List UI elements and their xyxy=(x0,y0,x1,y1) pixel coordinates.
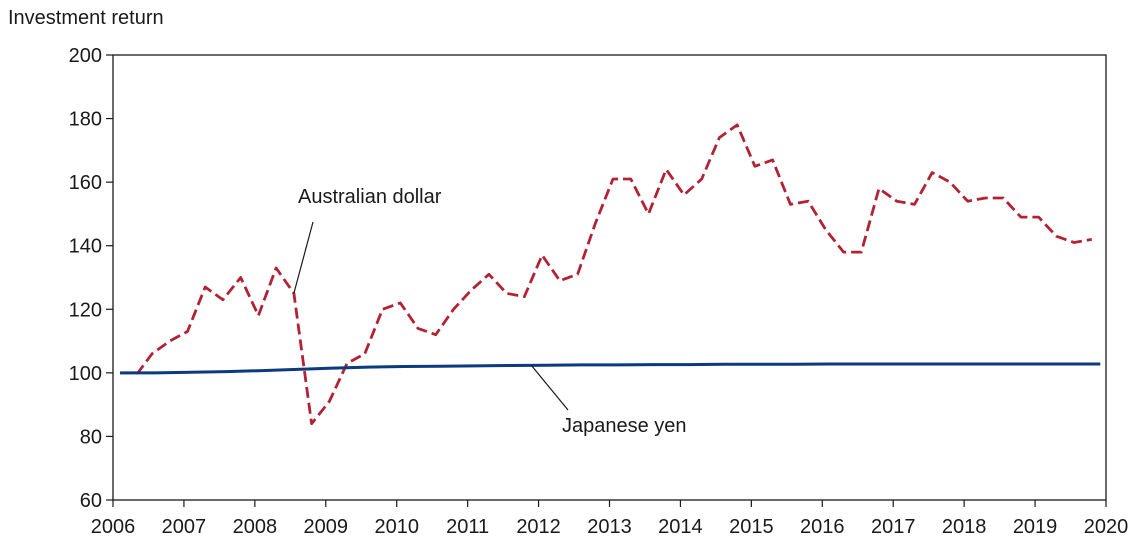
x-tick-label: 2016 xyxy=(800,516,845,538)
annotation-leader-line xyxy=(293,221,314,294)
x-tick-label: 2017 xyxy=(871,516,916,538)
x-tick-label: 2015 xyxy=(729,516,774,538)
series-line-japanese-yen xyxy=(120,362,1101,375)
y-tick-label: 60 xyxy=(80,490,102,512)
y-tick-label: 100 xyxy=(69,363,102,385)
x-tick-label: 2010 xyxy=(374,516,419,538)
y-tick-label: 80 xyxy=(80,426,102,448)
y-tick-label: 200 xyxy=(69,45,102,67)
y-tick-label: 180 xyxy=(69,109,102,131)
x-tick-label: 2013 xyxy=(587,516,632,538)
series-line-australian-dollar xyxy=(120,123,1093,426)
x-tick-label: 2012 xyxy=(516,516,561,538)
x-tick-label: 2008 xyxy=(233,516,278,538)
y-tick-label: 120 xyxy=(69,299,102,321)
y-tick-label: 160 xyxy=(69,172,102,194)
x-tick-label: 2019 xyxy=(1013,516,1058,538)
y-axis-title: Investment return xyxy=(8,7,164,29)
x-tick-label: 2018 xyxy=(942,516,987,538)
x-tick-label: 2020 xyxy=(1084,516,1129,538)
x-tick-label: 2009 xyxy=(304,516,349,538)
y-tick-label: 140 xyxy=(69,236,102,258)
annotation-leader-line xyxy=(531,365,569,411)
annotation-label: Japanese yen xyxy=(562,415,687,437)
x-tick-label: 2011 xyxy=(446,516,489,538)
x-tick-label: 2007 xyxy=(162,516,207,538)
annotation-label: Australian dollar xyxy=(298,186,442,208)
x-tick-label: 2014 xyxy=(658,516,703,538)
x-tick-label: 2006 xyxy=(91,516,136,538)
